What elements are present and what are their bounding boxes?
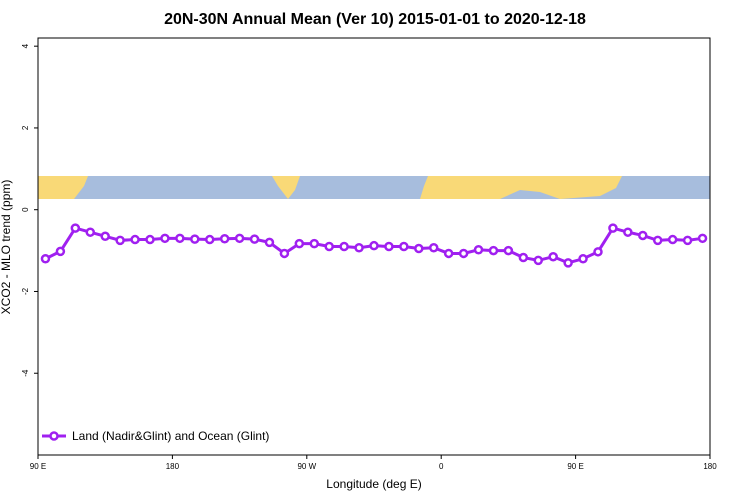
data-point <box>593 247 603 257</box>
y-tick-label: 4 <box>21 43 30 48</box>
data-point <box>115 235 125 246</box>
data-point <box>623 227 633 237</box>
y-axis-label: XCO2 - MLO trend (ppm) <box>0 180 13 315</box>
data-point <box>518 252 529 263</box>
data-point <box>563 258 573 268</box>
data-point <box>369 240 379 251</box>
data-point <box>443 248 454 259</box>
data-point <box>533 255 544 266</box>
data-point <box>130 234 140 245</box>
data-point <box>100 231 110 242</box>
x-tick-label: 90 E <box>567 462 583 471</box>
x-tick-label: 90 E <box>30 462 46 471</box>
legend-marker <box>49 431 59 441</box>
chart-title: 20N-30N Annual Mean (Ver 10) 2015-01-01 … <box>164 11 586 28</box>
data-point <box>399 241 409 252</box>
data-point <box>85 227 96 237</box>
x-tick-label: 90 W <box>297 462 316 471</box>
data-point <box>428 242 439 253</box>
plot-frame <box>37 37 711 456</box>
data-point <box>488 245 499 256</box>
data-point <box>608 223 618 233</box>
data-point <box>414 243 424 254</box>
data-point <box>697 233 708 244</box>
y-tick-label: -4 <box>21 369 30 377</box>
data-point <box>279 248 290 259</box>
data-point <box>264 237 275 248</box>
data-point <box>667 234 678 245</box>
data-point <box>638 230 648 241</box>
legend-label: Land (Nadir&Glint) and Ocean (Glint) <box>72 429 269 443</box>
data-point <box>324 241 334 252</box>
map-band <box>38 176 710 199</box>
data-point <box>384 241 394 252</box>
y-tick-label: 2 <box>21 125 30 130</box>
data-point <box>652 235 663 246</box>
data-point <box>458 248 469 259</box>
data-point <box>473 245 484 255</box>
data-point <box>204 234 215 245</box>
data-point <box>40 254 51 264</box>
data-point <box>70 223 81 233</box>
x-tick-label: 0 <box>439 462 444 471</box>
data-point <box>309 238 320 249</box>
data-point <box>234 233 245 244</box>
data-point <box>578 254 588 264</box>
data-point <box>548 251 558 262</box>
data-point <box>175 233 185 244</box>
y-tick-label: -2 <box>21 287 30 295</box>
x-tick-label: 180 <box>166 462 180 471</box>
data-point <box>294 238 305 249</box>
data-point <box>219 233 230 244</box>
data-point <box>354 242 364 253</box>
data-point <box>145 234 155 245</box>
data-point <box>160 233 170 244</box>
y-tick-label: 0 <box>21 207 30 212</box>
data-point <box>682 235 693 246</box>
x-tick-label: 180 <box>703 462 717 471</box>
data-point <box>249 234 260 244</box>
data-point <box>190 234 200 244</box>
data-point <box>503 245 514 256</box>
data-point <box>55 246 66 257</box>
x-axis-label: Longitude (deg E) <box>326 477 421 491</box>
data-point <box>339 241 349 252</box>
